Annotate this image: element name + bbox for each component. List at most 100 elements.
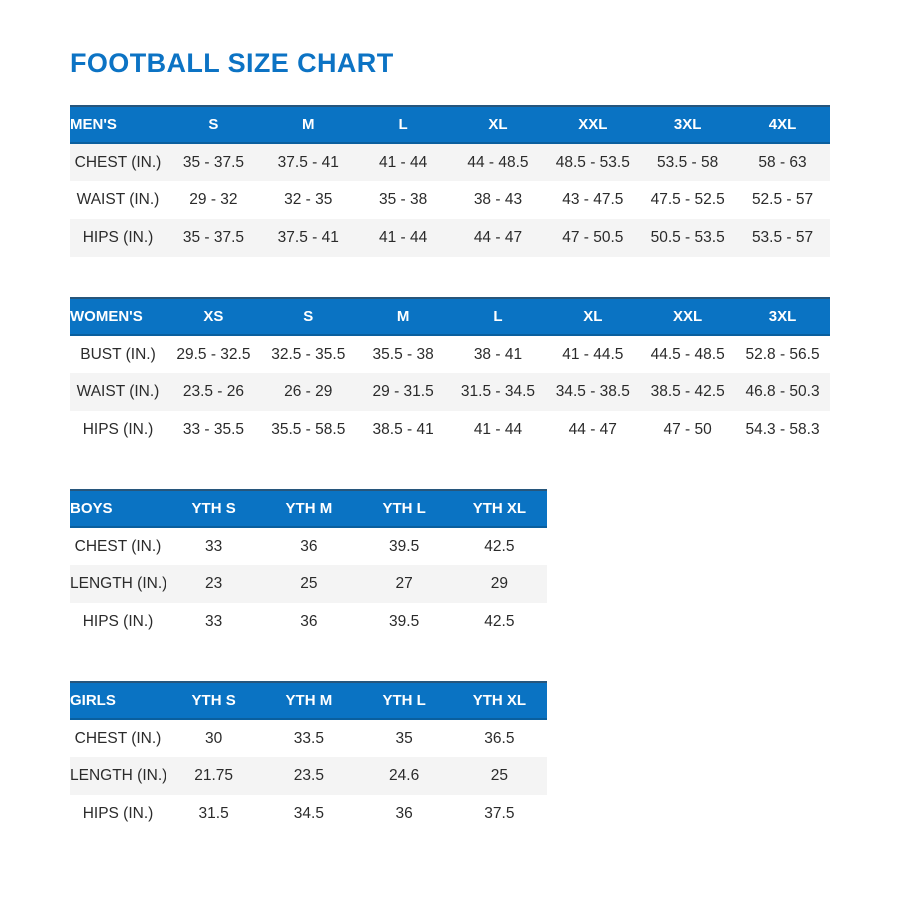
cell-value: 35 - 38 (378, 191, 428, 208)
cell-value: 54.3 - 58.3 (745, 421, 820, 438)
column-header: XL (450, 105, 546, 144)
table-header-row: MEN'S S M L XL XXL 3XL 4XL (70, 105, 830, 144)
cell-value: 29 - 31.5 (372, 383, 434, 400)
cell-value: 33 - 35.5 (182, 421, 245, 438)
cell-value: 23 (205, 575, 223, 592)
cell-value: 33 (205, 613, 223, 630)
cell-value: 46.8 - 50.3 (745, 383, 820, 400)
cell-value: 53.5 - 57 (751, 229, 814, 246)
column-header: L (450, 297, 546, 336)
table-header-row: GIRLS YTH S YTH M YTH L YTH XL (70, 681, 547, 720)
cell-value: 33.5 (293, 729, 324, 747)
cell-value: 47.5 - 52.5 (650, 191, 725, 208)
column-header: YTH L (356, 681, 452, 720)
cell-value: 37.5 (484, 805, 515, 822)
row-label: LENGTH (IN.) (70, 575, 166, 592)
column-header: XS (166, 297, 261, 336)
column-header: YTH XL (451, 489, 547, 528)
cell-value: 44.5 - 48.5 (650, 345, 725, 363)
cell-value: 44 - 47 (568, 421, 617, 438)
size-table-girls: GIRLS YTH S YTH M YTH L YTH XL CHEST (IN.) 30 3… (70, 681, 547, 833)
cell-value: 36 (300, 537, 318, 555)
row-label: CHEST (IN.) (74, 729, 162, 747)
cell-value: 31.5 - 34.5 (460, 383, 535, 400)
cell-value: 39.5 (389, 613, 420, 630)
table-group-label: MEN'S (70, 105, 166, 144)
cell-value: 37.5 - 41 (277, 153, 339, 171)
cell-value: 58 - 63 (758, 153, 807, 171)
cell-value: 26 - 29 (284, 383, 333, 400)
cell-value: 34.5 - 38.5 (555, 383, 630, 400)
cell-value: 50.5 - 53.5 (650, 229, 725, 246)
cell-value: 36.5 (484, 729, 515, 747)
column-header: S (260, 297, 356, 336)
column-header: YTH S (166, 681, 262, 720)
cell-value: 44 - 48.5 (467, 153, 529, 171)
row-label: HIPS (IN.) (82, 421, 154, 438)
table-row: WAIST (IN.) 29 - 32 32 - 35 35 - 38 38 - 43 4… (70, 181, 830, 219)
cell-value: 37.5 - 41 (277, 229, 339, 246)
table-group-label: GIRLS (70, 681, 166, 720)
cell-value: 29 (490, 575, 508, 592)
cell-value: 38 - 43 (473, 191, 523, 208)
cell-value: 41 - 44 (378, 153, 428, 171)
cell-value: 27 (395, 575, 413, 592)
cell-value: 35 - 37.5 (182, 153, 245, 171)
table-header-row: BOYS YTH S YTH M YTH L YTH XL (70, 489, 547, 528)
size-table-mens: MEN'S S M L XL XXL 3XL 4XL CHEST (IN.) 35 - 37.5 3… (70, 105, 830, 257)
cell-value: 29.5 - 32.5 (176, 345, 251, 363)
cell-value: 36 (300, 613, 318, 630)
cell-value: 47 - 50 (663, 421, 712, 438)
cell-value: 38.5 - 41 (372, 421, 434, 438)
column-header: XXL (545, 105, 641, 144)
row-label: CHEST (IN.) (74, 537, 162, 555)
column-header: XL (545, 297, 641, 336)
cell-value: 24.6 (389, 767, 420, 784)
table-group-label: BOYS (70, 489, 166, 528)
cell-value: 52.5 - 57 (751, 191, 814, 208)
column-header: YTH L (356, 489, 452, 528)
cell-value: 23.5 (293, 767, 324, 784)
row-label: HIPS (IN.) (82, 805, 154, 822)
table-header-row: WOMEN'S XS S M L XL XXL 3XL (70, 297, 830, 336)
table-row: HIPS (IN.) 33 - 35.5 35.5 - 58.5 38.5 - 41 4… (70, 411, 830, 449)
page-title: FOOTBALL SIZE CHART (70, 48, 394, 78)
cell-value: 35 - 37.5 (182, 229, 245, 246)
cell-value: 34.5 (293, 805, 324, 822)
cell-value: 23.5 - 26 (182, 383, 245, 400)
column-header: YTH XL (451, 681, 547, 720)
cell-value: 53.5 - 58 (657, 153, 719, 171)
cell-value: 33 (205, 537, 223, 555)
cell-value: 39.5 (389, 537, 420, 555)
table-row: CHEST (IN.) 33 36 39.5 42.5 (70, 527, 547, 565)
cell-value: 32 - 35 (284, 191, 333, 208)
cell-value: 41 - 44.5 (562, 345, 624, 363)
cell-value: 21.75 (194, 767, 234, 784)
cell-value: 25 (300, 575, 318, 592)
column-header: YTH M (261, 489, 357, 528)
size-tables: MEN'S S M L XL XXL 3XL 4XL CHEST (IN.) 35 - 37.5 3… (70, 105, 830, 833)
cell-value: 44 - 47 (473, 229, 523, 246)
cell-value: 47 - 50.5 (562, 229, 624, 246)
row-label: WAIST (IN.) (76, 191, 160, 208)
column-header: 4XL (735, 105, 830, 144)
column-header: YTH M (261, 681, 357, 720)
table-row: HIPS (IN.) 33 36 39.5 42.5 (70, 603, 547, 641)
size-table-boys: BOYS YTH S YTH M YTH L YTH XL CHEST (IN.) 33 36… (70, 489, 547, 641)
cell-value: 35 (395, 729, 413, 747)
cell-value: 35.5 - 58.5 (271, 421, 346, 438)
column-header: S (166, 105, 261, 144)
cell-value: 32.5 - 35.5 (271, 345, 346, 363)
cell-value: 31.5 (198, 805, 229, 822)
table-group-label: WOMEN'S (70, 297, 166, 336)
column-header: XXL (640, 297, 736, 336)
row-label: BUST (IN.) (80, 345, 156, 363)
column-header: M (260, 105, 356, 144)
column-header: 3XL (735, 297, 830, 336)
row-label: CHEST (IN.) (74, 153, 162, 171)
table-row: LENGTH (IN.) 23 25 27 29 (70, 565, 547, 603)
column-header: M (355, 297, 451, 336)
cell-value: 41 - 44 (473, 421, 523, 438)
row-label: HIPS (IN.) (82, 229, 154, 246)
